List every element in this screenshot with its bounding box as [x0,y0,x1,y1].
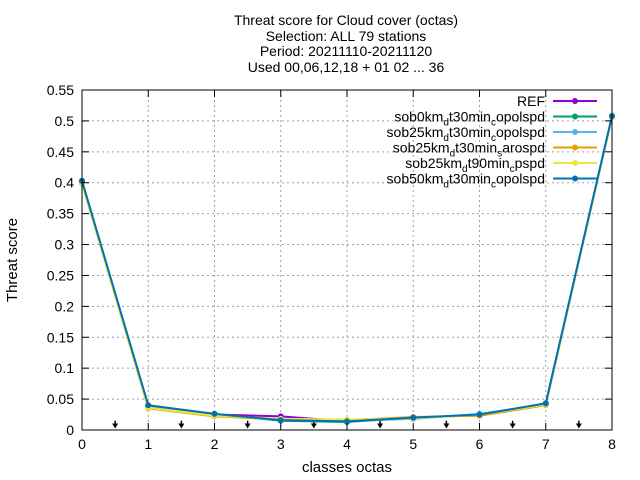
data-point [211,410,218,417]
y-tick-label: 0 [66,422,74,438]
y-tick-label: 0.35 [47,206,74,222]
y-tick-label: 0.55 [47,82,74,98]
x-tick-label: 7 [542,436,550,452]
chart-title: Threat score for Cloud cover (octas) Sel… [234,12,458,75]
legend-marker [572,160,578,166]
x-tick-label: 1 [144,436,152,452]
x-tick-label: 5 [409,436,417,452]
grid [82,90,612,430]
legend-marker [572,175,578,182]
data-point [476,411,483,418]
axes [81,89,613,431]
legend-item: sob50kmdt30mincopolspd [387,171,597,191]
legend-item: REF [517,93,597,109]
arrow-marker [112,420,119,429]
data-point [410,414,417,421]
title-line-1: Threat score for Cloud cover (octas) [234,12,458,28]
x-tick-label: 6 [476,436,484,452]
x-tick-label: 3 [277,436,285,452]
x-tick-label: 2 [211,436,219,452]
title-line-3: Period: 20211110-20211120 [260,43,433,59]
arrow-marker [178,420,185,429]
legend-label: REF [517,93,545,109]
x-tick-label: 0 [78,436,86,452]
arrow-marker [443,420,450,429]
data-point [542,400,549,407]
y-tick-label: 0.4 [55,175,75,191]
legend: REFsob0kmdt30mincopolspdsob25kmdt30minco… [387,93,597,191]
arrow-marker [509,420,516,429]
title-line-4: Used 00,06,12,18 + 01 02 ... 36 [248,59,445,75]
legend-label: sob25kmdt30mincopolspd [387,124,545,144]
arrow-marker [575,420,582,429]
series-6 [79,112,615,425]
data-point [145,402,152,409]
y-tick-label: 0.2 [55,298,75,314]
title-line-2: Selection: ALL 79 stations [266,28,427,44]
legend-item: sob25kmdt30mincopolspd [387,124,597,144]
data-point [277,417,284,424]
y-tick-label: 0.1 [55,360,75,376]
y-tick-label: 0.45 [47,144,74,160]
legend-marker [572,129,578,135]
tick-labels: 0 1 2 3 4 5 6 7 8 0 0.05 0.1 0.15 0.2 0.25 0.3 0.35 0.4 0.… [47,82,616,452]
legend-item: sob25kmdt90mincpspd [405,155,597,175]
x-axis-label: classes octas [302,459,392,476]
arrow-marker [377,420,384,429]
legend-label: sob25kmdt30minsarospd [393,140,545,160]
legend-label: sob25kmdt90mincpspd [405,155,545,175]
legend-marker [572,144,578,151]
series-layer [79,112,615,425]
legend-item: sob0kmdt30mincopolspd [394,109,597,129]
y-tick-label: 0.15 [47,329,74,345]
data-point [344,418,350,425]
legend-item: sob25kmdt30minsarospd [393,140,597,160]
y-tick-label: 0.3 [55,237,75,253]
arrow-marker [244,420,251,429]
legend-label: sob0kmdt30mincopolspd [394,109,545,129]
y-tick-label: 0.5 [55,113,75,129]
x-tick-label: 4 [343,436,351,452]
legend-marker [572,98,578,104]
y-tick-label: 0.05 [47,391,74,407]
y-tick-label: 0.25 [47,267,74,283]
legend-marker [572,113,578,120]
y-axis-label: Threat score [4,218,21,302]
legend-label: sob50kmdt30mincopolspd [387,171,545,191]
x-tick-label: 8 [608,436,616,452]
